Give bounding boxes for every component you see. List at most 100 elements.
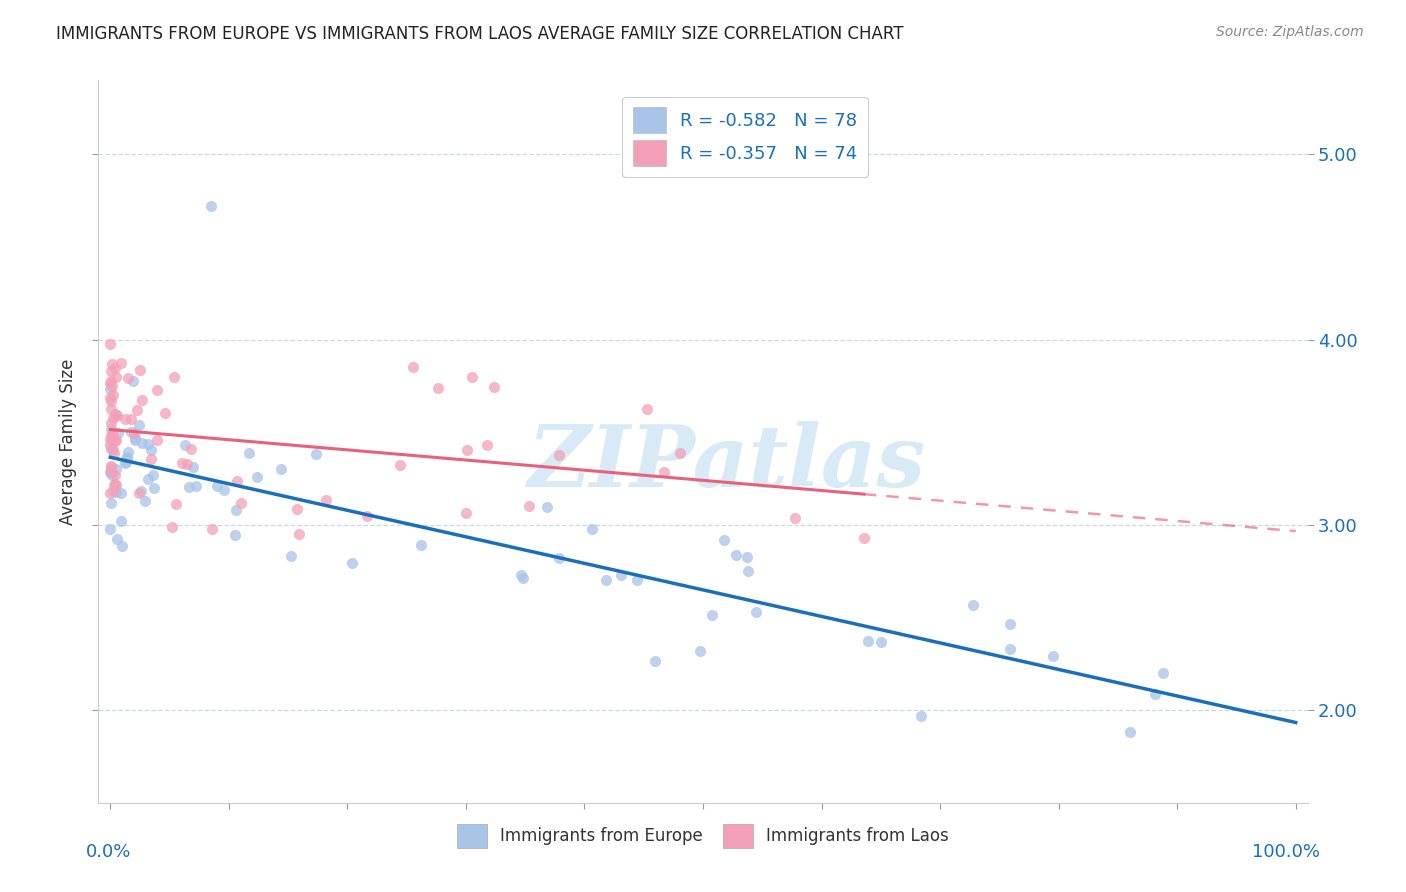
Point [1143,687,1166,701]
Point [129,363,152,377]
Point [609,568,631,582]
Point [225,475,247,489]
Point [475,438,498,452]
Point [101,357,124,371]
Point [270,461,292,475]
Point [735,549,758,564]
Point [103,442,125,456]
Point [105,434,128,448]
Point [100,438,122,452]
Point [238,446,260,460]
Point [644,654,666,668]
Point [104,462,127,476]
Point [128,418,150,433]
Point [117,445,139,459]
Point [101,432,124,446]
Point [1042,648,1064,663]
Point [170,456,193,470]
Point [288,527,311,541]
Point [146,383,169,397]
Point [134,494,156,508]
Point [461,369,484,384]
Point [136,437,159,451]
Text: 0.0%: 0.0% [86,843,132,861]
Point [427,381,450,395]
Point [180,442,202,456]
Point [98,465,121,479]
Point [201,522,224,536]
Point [100,495,122,509]
Point [139,452,162,467]
Point [340,556,363,570]
Point [100,462,122,476]
Point [100,428,122,442]
Point [962,598,984,612]
Y-axis label: Average Family Size: Average Family Size [59,359,77,524]
Point [117,370,139,384]
Point [125,402,148,417]
Point [1152,665,1174,680]
Point [98,382,121,396]
Point [110,514,132,528]
Point [389,458,412,473]
Point [512,570,534,584]
Point [101,388,124,402]
Point [105,369,128,384]
Point [100,442,122,456]
Legend: Immigrants from Europe, Immigrants from Laos: Immigrants from Europe, Immigrants from … [449,815,957,856]
Point [176,457,198,471]
Point [101,483,124,498]
Point [744,605,766,619]
Point [173,438,195,452]
Point [411,538,433,552]
Point [402,359,425,374]
Point [100,460,122,475]
Point [117,450,139,465]
Point [104,484,127,499]
Point [246,470,269,484]
Point [998,641,1021,656]
Point [165,497,187,511]
Point [724,548,747,562]
Point [910,708,932,723]
Point [224,527,246,541]
Point [200,199,222,213]
Point [1000,617,1022,632]
Point [456,443,478,458]
Point [153,406,176,420]
Point [120,412,142,426]
Text: Source: ZipAtlas.com: Source: ZipAtlas.com [1216,25,1364,39]
Point [225,502,247,516]
Point [104,407,127,421]
Point [1119,724,1142,739]
Point [547,550,569,565]
Point [98,376,121,391]
Point [103,446,125,460]
Point [870,634,893,648]
Point [852,532,875,546]
Point [536,500,558,514]
Point [160,519,183,533]
Point [280,549,302,563]
Point [110,485,132,500]
Point [100,432,122,446]
Point [98,391,121,405]
Point [115,455,138,469]
Point [139,442,162,457]
Point [98,522,121,536]
Point [129,484,152,499]
Point [100,394,122,409]
Point [304,447,326,461]
Point [713,533,735,547]
Point [179,480,201,494]
Point [110,356,132,370]
Point [595,573,617,587]
Point [122,374,145,388]
Point [105,408,128,422]
Point [636,401,658,416]
Point [356,508,378,523]
Point [121,425,143,439]
Point [114,456,136,470]
Point [131,393,153,408]
Point [105,477,128,491]
